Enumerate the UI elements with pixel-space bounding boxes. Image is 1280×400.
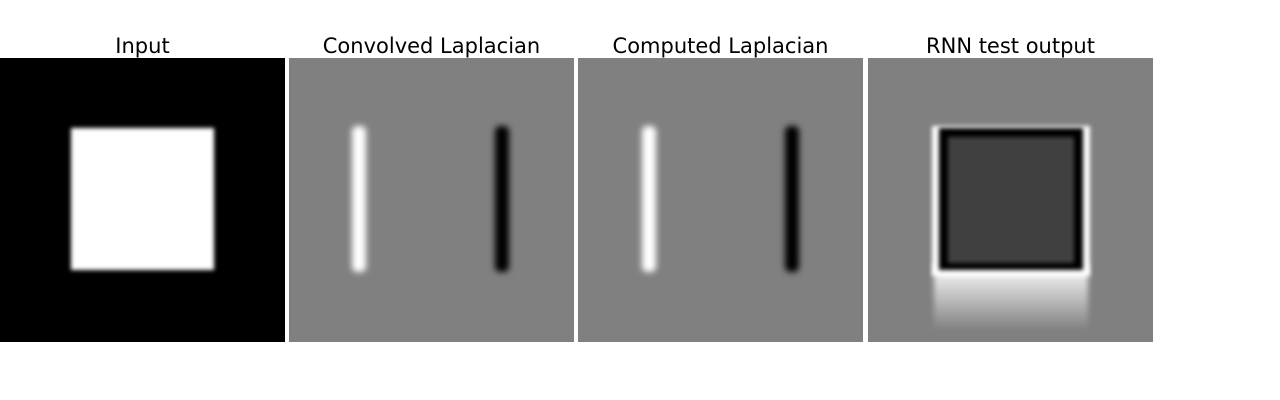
panel-title-rnn-test-output: RNN test output (926, 34, 1095, 58)
computed-left-bright-edge (642, 126, 656, 272)
computed-laplacian-panel (578, 58, 863, 342)
rnn-test-output-panel (868, 58, 1153, 342)
computed-background (578, 58, 863, 342)
convolved-left-bright-edge (352, 126, 366, 272)
convolved-laplacian-panel (289, 58, 574, 342)
panel-title-convolved-laplacian: Convolved Laplacian (322, 34, 541, 58)
convolved-laplacian-image (289, 58, 574, 342)
panel-title-input: Input (115, 34, 170, 58)
input-image-panel (0, 58, 285, 342)
computed-laplacian-image (578, 58, 863, 342)
rnn-dark-fill (948, 137, 1074, 263)
convolved-right-dark-edge (495, 126, 509, 272)
panel-title-computed-laplacian: Computed Laplacian (612, 34, 829, 58)
input-white-square (71, 128, 214, 270)
convolved-background (289, 58, 574, 342)
computed-right-dark-edge (785, 126, 799, 272)
rnn-test-output-image (868, 58, 1153, 342)
input-image (0, 58, 285, 342)
